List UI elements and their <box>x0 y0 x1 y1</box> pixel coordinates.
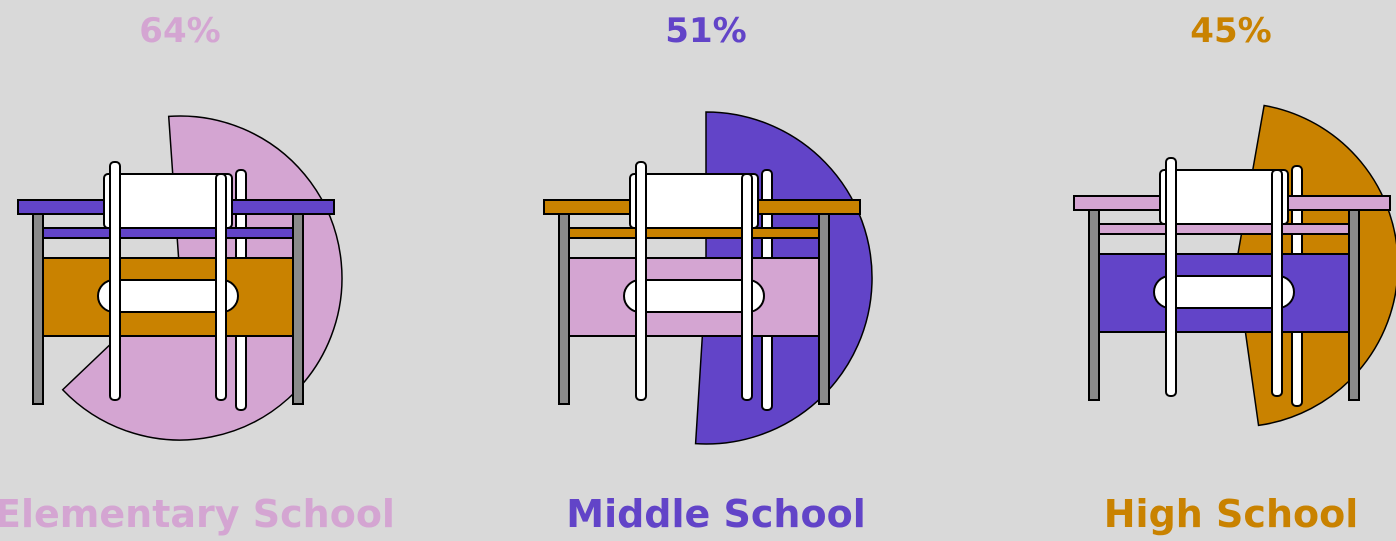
desk-rail <box>568 227 820 239</box>
desk-icon <box>1073 157 1391 407</box>
chair-leg-right <box>215 173 227 401</box>
desk-rail <box>42 227 294 239</box>
chair-back <box>103 173 233 229</box>
percent-label: 64% <box>139 11 220 51</box>
group-elementary-school: 64% Elementary School <box>0 11 395 536</box>
desk-leg-right <box>1348 209 1360 401</box>
desk-leg-left <box>558 213 570 405</box>
desk-leg-left <box>32 213 44 405</box>
percent-label: 45% <box>1190 11 1271 51</box>
chair-leg-right <box>741 173 753 401</box>
chair-seat <box>623 279 765 313</box>
chair-leg-left <box>635 161 647 401</box>
chair-back <box>1159 169 1289 225</box>
percent-label: 51% <box>665 11 746 51</box>
desk-rail <box>1098 223 1350 235</box>
category-label: Middle School <box>566 492 865 536</box>
desk-leg-right <box>818 213 830 405</box>
group-middle-school: 51% Middle School <box>543 11 873 536</box>
category-label: High School <box>1104 492 1359 536</box>
chair-seat <box>97 279 239 313</box>
category-label: Elementary School <box>0 492 395 536</box>
chair-back <box>629 173 759 229</box>
chair-leg-left <box>1165 157 1177 397</box>
group-high-school: 45% High School <box>1073 11 1396 536</box>
desk-leg-left <box>1088 209 1100 401</box>
chair-seat <box>1153 275 1295 309</box>
desk-leg-right <box>292 213 304 405</box>
chair-leg-right <box>1271 169 1283 397</box>
chair-leg-left <box>109 161 121 401</box>
desk-icon <box>543 161 861 411</box>
desk-icon <box>17 161 335 411</box>
